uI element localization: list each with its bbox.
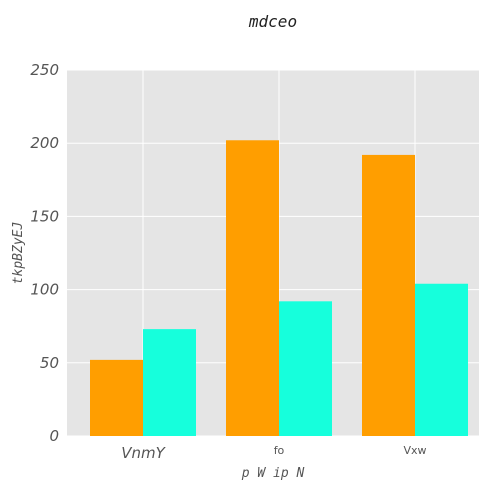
y-tick-200: 200 bbox=[30, 134, 59, 152]
x-axis-label: p W ip N bbox=[241, 466, 305, 481]
bar-series-2-Vxw bbox=[415, 283, 468, 436]
bar-series-2-VnmY bbox=[143, 329, 196, 436]
x-tick-labels: VnmY fo Vxw bbox=[121, 444, 426, 462]
y-tick-250: 250 bbox=[30, 61, 59, 79]
bar-series-1-fo bbox=[226, 140, 279, 436]
x-tick-VnmY: VnmY bbox=[121, 444, 166, 462]
y-axis-label: tkpBZyEJ bbox=[11, 222, 26, 285]
chart-title: mdceo bbox=[248, 12, 297, 31]
y-tick-0: 0 bbox=[49, 427, 59, 445]
x-tick-Vxw: Vxw bbox=[403, 444, 426, 457]
x-tick-fo: fo bbox=[274, 444, 285, 457]
y-tick-labels: 0 50 100 150 200 250 bbox=[30, 61, 59, 445]
bar-series-1-Vxw bbox=[362, 154, 415, 437]
y-tick-50: 50 bbox=[40, 354, 59, 372]
bars bbox=[90, 140, 468, 437]
bar-series-1-VnmY bbox=[90, 359, 143, 436]
bar-series-2-fo bbox=[279, 301, 332, 436]
y-tick-150: 150 bbox=[30, 207, 59, 225]
y-tick-100: 100 bbox=[30, 281, 59, 299]
